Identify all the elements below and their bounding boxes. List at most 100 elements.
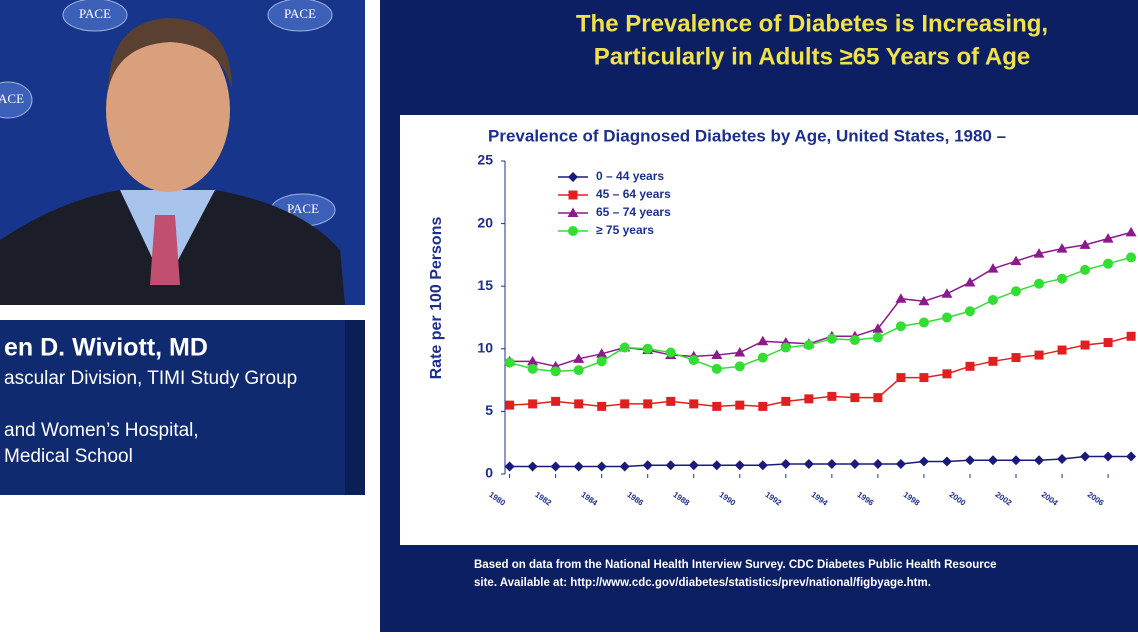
marker (1126, 252, 1137, 263)
marker (596, 348, 608, 358)
legend-label: 0 – 44 years (596, 169, 664, 183)
footnote: site. Available at: http://www.cdc.gov/d… (474, 577, 931, 589)
marker (964, 306, 975, 317)
marker (781, 396, 791, 406)
legend-marker (568, 226, 578, 236)
marker (987, 455, 998, 466)
marker (1056, 243, 1068, 253)
name-card-edge (345, 320, 365, 495)
marker (1125, 226, 1137, 237)
marker (550, 366, 561, 377)
marker (918, 295, 930, 306)
marker (527, 461, 538, 472)
marker (573, 353, 585, 363)
logo-text: PACE (0, 91, 24, 106)
marker (666, 396, 676, 406)
series-line (509, 335, 1132, 408)
marker (941, 288, 953, 298)
affiliation: Medical School (4, 446, 133, 467)
chart-title: Prevalence of Diagnosed Diabetes by Age,… (488, 126, 1006, 145)
marker (964, 455, 975, 466)
y-tick-label: 5 (485, 402, 493, 418)
marker (1103, 338, 1113, 348)
series-line (509, 256, 1132, 373)
legend-marker (567, 207, 579, 217)
logo-oval (62, 0, 128, 32)
y-tick-label: 0 (485, 465, 493, 481)
marker (504, 461, 515, 472)
marker (896, 373, 906, 383)
slide-title: The Prevalence of Diabetes is Increasing… (576, 10, 1048, 37)
y-tick-label: 20 (477, 214, 493, 230)
marker (872, 458, 883, 469)
marker (826, 458, 837, 469)
logo-text: PACE (287, 201, 319, 216)
marker (895, 321, 906, 332)
marker (987, 294, 998, 305)
presenter-head (106, 28, 230, 192)
marker (804, 394, 814, 404)
presenter-hair (108, 18, 232, 90)
slide-title: Particularly in Adults ≥65 Years of Age (594, 43, 1030, 70)
marker (1080, 340, 1090, 350)
marker (757, 460, 768, 471)
marker (1057, 345, 1067, 355)
marker (1126, 331, 1136, 341)
marker (619, 342, 630, 353)
marker (988, 356, 998, 366)
chart-panel (400, 115, 1138, 545)
series-line (509, 455, 1132, 468)
marker (872, 323, 884, 333)
marker (1011, 286, 1022, 297)
marker (1080, 264, 1091, 275)
marker (550, 461, 561, 472)
marker (758, 401, 768, 411)
marker (643, 399, 653, 409)
marker (688, 460, 699, 471)
marker (918, 456, 929, 467)
marker (665, 460, 676, 471)
y-axis-title: Rate per 100 Persons (428, 217, 445, 380)
marker (803, 458, 814, 469)
legend-label: ≥ 75 years (596, 223, 654, 237)
y-tick-label: 25 (477, 152, 493, 168)
legend-label: 65 – 74 years (596, 205, 671, 219)
marker (849, 458, 860, 469)
marker (895, 293, 907, 303)
marker (527, 355, 539, 366)
affiliation: and Women’s Hospital, (4, 420, 199, 441)
marker (1034, 350, 1044, 360)
marker (528, 399, 538, 409)
y-tick-label: 15 (477, 277, 493, 293)
marker (941, 312, 952, 323)
marker (527, 363, 538, 374)
marker (895, 458, 906, 469)
marker (941, 456, 952, 467)
presenter-name: en D. Wiviott, MD (4, 334, 208, 362)
marker (551, 396, 561, 406)
marker (826, 333, 837, 344)
footnote: Based on data from the National Health I… (474, 559, 997, 571)
marker (964, 276, 976, 287)
name-card (0, 320, 365, 495)
marker (1103, 451, 1114, 462)
marker (965, 361, 975, 371)
affiliation: ascular Division, TIMI Study Group (4, 368, 297, 389)
marker (1103, 258, 1114, 269)
logo-oval (267, 0, 333, 32)
marker (1126, 451, 1137, 462)
marker (1010, 255, 1022, 266)
marker (734, 460, 745, 471)
marker (827, 391, 837, 401)
marker (665, 347, 676, 358)
marker (619, 461, 630, 472)
marker (504, 357, 515, 368)
marker (849, 335, 860, 346)
marker (757, 352, 768, 363)
marker (1011, 455, 1022, 466)
logo-oval (0, 81, 33, 119)
marker (596, 356, 607, 367)
marker (505, 400, 515, 410)
